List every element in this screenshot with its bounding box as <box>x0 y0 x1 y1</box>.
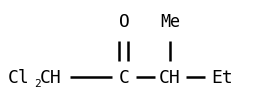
Text: Cl: Cl <box>8 68 30 86</box>
Text: Me: Me <box>159 13 179 31</box>
Text: 2: 2 <box>34 78 41 88</box>
Text: C: C <box>118 68 129 86</box>
Text: Et: Et <box>210 68 232 86</box>
Text: CH: CH <box>40 68 61 86</box>
Text: O: O <box>118 13 129 31</box>
Text: CH: CH <box>158 68 180 86</box>
